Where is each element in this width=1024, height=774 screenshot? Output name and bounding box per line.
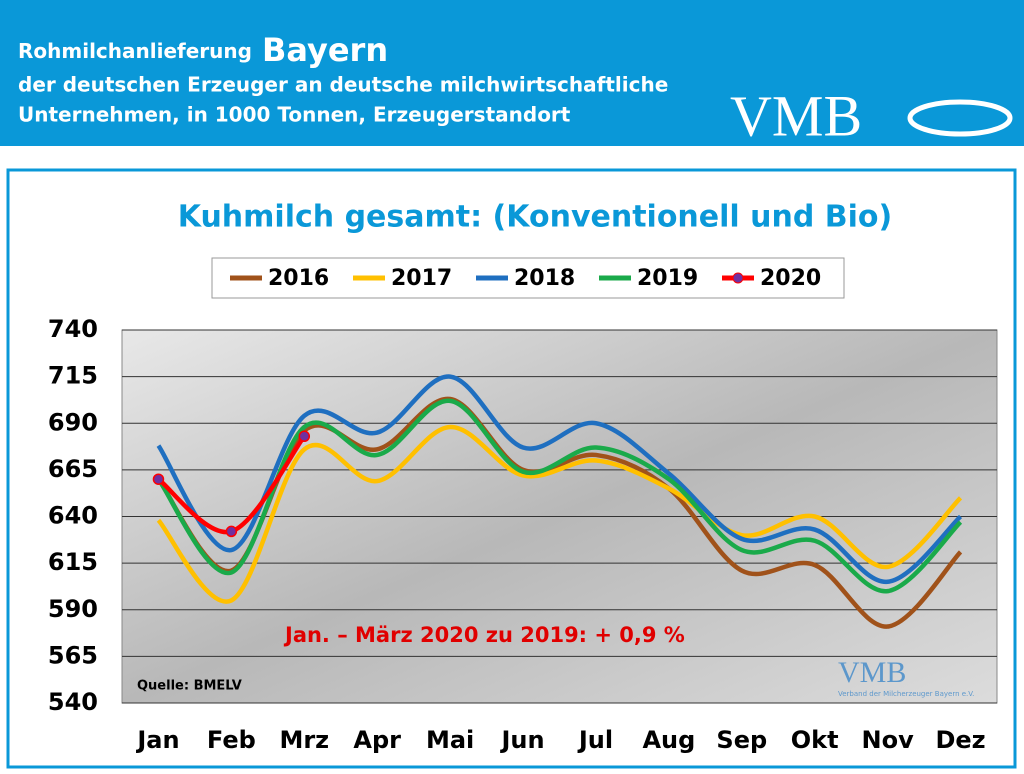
x-tick-label: Okt (791, 726, 839, 754)
x-tick-label: Nov (862, 726, 915, 754)
header-banner (0, 0, 1024, 146)
logo-swirl (907, 99, 1013, 137)
y-tick-label: 615 (48, 548, 98, 576)
y-tick-label: 640 (48, 502, 98, 530)
y-tick-label: 740 (48, 315, 98, 343)
x-tick-label: Aug (642, 726, 695, 754)
x-tick-label: Jul (577, 726, 613, 754)
legend-label: 2019 (637, 266, 698, 291)
x-tick-label: Dez (935, 726, 985, 754)
header-line3: Unternehmen, in 1000 Tonnen, Erzeugersta… (18, 103, 571, 127)
legend-label: 2020 (760, 266, 821, 291)
chart-title: Kuhmilch gesamt: (Konventionell und Bio) (178, 200, 893, 235)
y-tick-label: 665 (48, 455, 98, 483)
header-line1-text: Rohmilchanlieferung (18, 39, 252, 63)
header-line1: Rohmilchanlieferung Bayern (18, 31, 388, 69)
y-tick-label: 540 (48, 688, 98, 716)
y-tick-label: 715 (48, 362, 98, 390)
x-tick-label: Jun (499, 726, 544, 754)
legend-marker (732, 272, 744, 284)
x-tick-label: Apr (353, 726, 401, 754)
series-line (156, 424, 963, 604)
series-line (156, 374, 963, 585)
legend-label: 2018 (514, 266, 575, 291)
watermark-sub: Verband der Milcherzeuger Bayern e.V. (838, 690, 974, 698)
x-tick-label: Feb (207, 726, 256, 754)
annotation: Jan. – März 2020 zu 2019: + 0,9 % (283, 623, 685, 647)
legend-label: 2017 (391, 266, 452, 291)
x-tick-label: Mai (426, 726, 474, 754)
point-marker (152, 473, 165, 485)
header-line1-big: Bayern (262, 31, 388, 69)
source: Quelle: BMELV (137, 679, 242, 694)
header-logo: VMB (730, 83, 862, 148)
y-tick-label: 565 (48, 641, 98, 669)
legend (211, 257, 845, 299)
legend-label: 2016 (268, 266, 329, 291)
header-line2: der deutschen Erzeuger an deutsche milch… (18, 73, 668, 97)
x-tick-label: Jan (135, 726, 179, 754)
y-tick-label: 590 (48, 595, 98, 623)
point-marker (225, 525, 238, 538)
y-tick-label: 690 (48, 408, 98, 436)
x-tick-label: Sep (716, 726, 767, 754)
watermark: VMB (838, 656, 906, 689)
point-marker (298, 430, 311, 443)
x-tick-label: Mrz (279, 726, 329, 754)
